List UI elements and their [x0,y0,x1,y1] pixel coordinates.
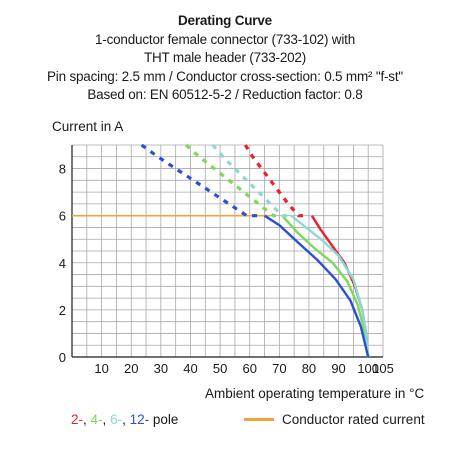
series-12-pole-dashed [140,143,263,218]
legend-pole-part: 4- [90,412,103,427]
series-4-pole-line [281,214,370,358]
chart-subtitle-2: THT male header (733-202) [143,50,307,65]
legend-pole-part: 6- [110,412,123,427]
y-axis-label: Current in A [52,119,124,134]
legend-pole-part: , [83,412,91,427]
legend-pole-series: 2-, 4-, 6-, 12- pole [71,412,178,427]
x-tick-label: 20 [124,361,138,376]
legend-rated-label: Conductor rated current [282,412,425,427]
x-tick-label: 90 [331,361,345,376]
legend-pole-part: pole [149,412,179,427]
x-tick-label: 105 [372,361,394,376]
series-6-pole-dashed [211,143,290,218]
x-tick-label: 80 [302,361,316,376]
y-tick-label: 2 [59,303,66,318]
legend-pole-part: , [122,412,130,427]
legend-rated-swatch [244,418,274,421]
x-tick-label: 40 [183,361,197,376]
legend-pole-part: 12- [129,412,150,427]
y-tick-label: 8 [59,162,66,177]
chart-titles: Derating Curve 1-conductor female connec… [0,12,450,105]
series-6-pole-line [290,214,370,358]
chart-title: Derating Curve [178,13,272,28]
x-tick-label: 10 [94,361,108,376]
chart-subtitle-1: 1-conductor female connector (733-102) w… [94,31,356,47]
series-12-pole-line [263,214,370,358]
x-tick-label: 50 [213,361,227,376]
x-tick-label: 100 [357,361,379,376]
x-tick-label: 30 [154,361,168,376]
legend-pole-part: 2- [71,412,84,427]
x-tick-label: 70 [272,361,286,376]
x-axis-label: Ambient operating temperature in °C [205,386,425,401]
chart-subtitle-3: Pin spacing: 2.5 mm / Conductor cross-se… [46,68,403,84]
x-tick-label: 60 [242,361,256,376]
y-tick-label: 6 [59,209,66,224]
legend-rated-current: Conductor rated current [244,412,425,427]
y-tick-label: 0 [59,350,66,365]
chart-subtitle-4: Based on: EN 60512-5-2 / Reduction facto… [87,87,363,102]
y-tick-label: 4 [59,256,66,271]
legend-pole-part: , [102,412,111,427]
